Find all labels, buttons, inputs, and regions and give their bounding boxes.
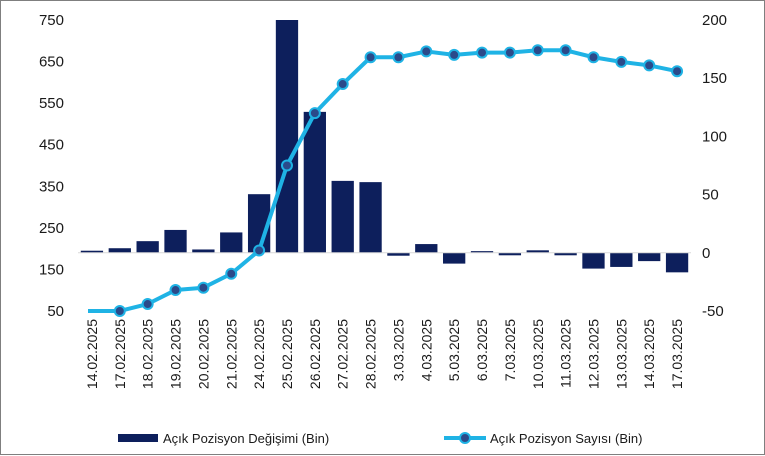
x-tick-label: 11.03.2025: [558, 319, 574, 388]
legend: Açık Pozisyon Değişimi (Bin) Açık Pozisy…: [118, 431, 642, 446]
right-tick-label: 200: [702, 12, 727, 29]
line-point: [113, 305, 126, 317]
x-tick-label: 6.03.2025: [474, 319, 490, 381]
series-line: [88, 48, 678, 313]
line-series: [88, 44, 684, 317]
x-tick-label: 17.03.2025: [669, 319, 685, 389]
x-tick-label: 17.02.2025: [112, 319, 128, 389]
x-tick-label: 5.03.2025: [446, 319, 462, 381]
left-tick-label: 250: [39, 220, 64, 237]
bar: [387, 252, 410, 256]
bar-series: [80, 20, 689, 273]
legend-bar-swatch: [118, 434, 158, 442]
left-tick-label: 150: [39, 261, 64, 278]
bar: [192, 249, 215, 253]
line-point: [253, 244, 266, 257]
x-tick-label: 14.03.2025: [641, 319, 657, 389]
x-tick-label: 10.03.2025: [530, 319, 546, 389]
left-tick-label: 50: [47, 303, 64, 320]
bar: [665, 252, 689, 273]
x-tick-label: 28.02.2025: [363, 319, 379, 389]
bar: [470, 251, 494, 253]
x-tick-label: 25.02.2025: [279, 319, 295, 389]
right-axis-ticks: -50 0 50 100 150 200: [702, 12, 727, 320]
left-tick-label: 550: [39, 95, 64, 112]
bar: [108, 248, 131, 253]
bar: [303, 111, 326, 253]
right-tick-label: 150: [702, 70, 727, 87]
line-point: [280, 159, 293, 172]
x-tick-label: 27.02.2025: [335, 319, 351, 389]
x-axis-ticks: 14.02.2025 17.02.2025 18.02.2025 19.02.2025…: [84, 319, 685, 389]
line-point: [587, 51, 600, 64]
x-tick-label: 26.02.2025: [307, 319, 323, 389]
line-point: [308, 107, 321, 120]
x-tick-label: 19.02.2025: [168, 319, 184, 389]
left-tick-label: 750: [39, 12, 64, 29]
line-point: [559, 44, 572, 57]
bar: [359, 182, 382, 253]
x-tick-label: 3.03.2025: [390, 319, 406, 381]
line-point: [531, 44, 544, 57]
x-tick-label: 18.02.2025: [140, 319, 156, 389]
line-point: [336, 78, 349, 91]
bar: [331, 180, 354, 253]
bar: [415, 244, 438, 253]
x-tick-label: 7.03.2025: [502, 319, 518, 381]
bar: [220, 232, 243, 253]
right-tick-label: 100: [702, 128, 727, 145]
left-axis-ticks: 50 150 250 350 450 550 650 750: [39, 12, 64, 320]
x-tick-label: 13.03.2025: [613, 319, 629, 389]
bar: [610, 252, 633, 267]
line-point: [364, 51, 377, 64]
bar: [136, 241, 159, 253]
line-point: [448, 48, 461, 61]
bar: [582, 252, 605, 269]
x-tick-label: 4.03.2025: [418, 319, 434, 381]
bar: [554, 252, 577, 256]
bar: [443, 252, 466, 264]
bar: [164, 229, 187, 253]
line-point: [225, 267, 238, 280]
right-tick-label: -50: [702, 303, 724, 320]
line-point: [420, 45, 433, 58]
bar: [638, 252, 661, 262]
line-point: [615, 55, 628, 68]
right-tick-label: 50: [702, 187, 719, 204]
line-point: [503, 46, 516, 59]
line-point: [197, 281, 210, 294]
x-tick-label: 24.02.2025: [251, 319, 267, 389]
line-point: [671, 65, 684, 78]
bar: [80, 250, 104, 253]
bar: [275, 20, 299, 253]
legend-line-marker: [459, 432, 471, 444]
line-point: [643, 59, 656, 72]
x-tick-label: 20.02.2025: [195, 319, 211, 389]
bar: [498, 252, 522, 256]
left-tick-label: 650: [39, 54, 64, 71]
line-point: [141, 298, 154, 311]
right-tick-label: 0: [702, 245, 710, 262]
x-tick-label: 21.02.2025: [223, 319, 239, 389]
line-point: [476, 46, 489, 59]
left-tick-label: 450: [39, 137, 64, 154]
bar: [526, 250, 549, 253]
line-point: [169, 284, 182, 297]
x-tick-label: 14.02.2025: [84, 319, 100, 389]
left-tick-label: 350: [39, 178, 64, 195]
legend-bar-label: Açık Pozisyon Değişimi (Bin): [163, 431, 329, 446]
line-point: [392, 51, 405, 64]
legend-line-label: Açık Pozisyon Sayısı (Bin): [490, 431, 642, 446]
x-tick-label: 12.03.2025: [585, 319, 601, 389]
